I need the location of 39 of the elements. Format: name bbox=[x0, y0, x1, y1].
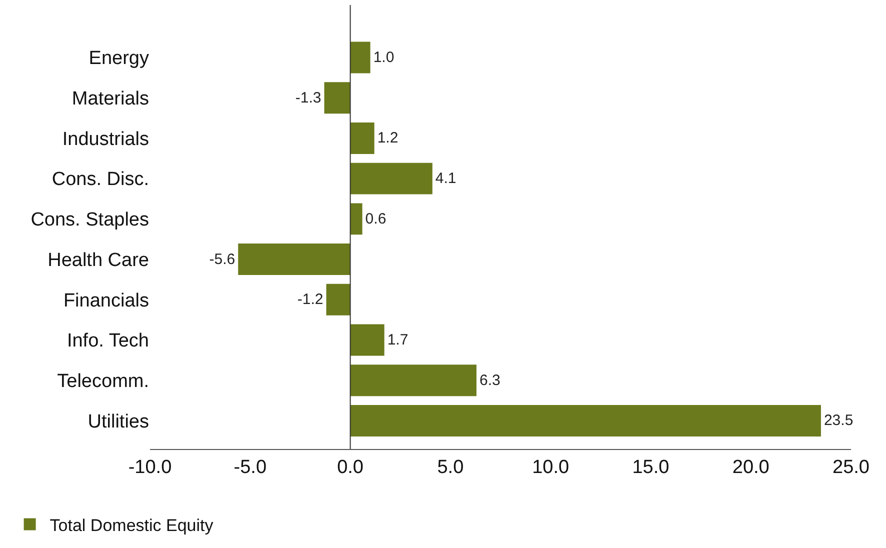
legend-label: Total Domestic Equity bbox=[50, 516, 214, 535]
bar bbox=[350, 324, 384, 356]
y-tick-label: Telecomm. bbox=[57, 371, 149, 392]
y-tick-label: Industrials bbox=[62, 128, 149, 150]
x-tick-label: 20.0 bbox=[732, 456, 770, 478]
bar bbox=[350, 364, 476, 396]
x-tick-label: 10.0 bbox=[532, 456, 570, 478]
y-tick-label: Info. Tech bbox=[66, 330, 149, 352]
data-label: 23.5 bbox=[824, 412, 854, 430]
bar bbox=[350, 122, 374, 154]
x-tick-label: -10.0 bbox=[128, 456, 172, 478]
bar bbox=[324, 82, 350, 114]
bar bbox=[350, 42, 370, 74]
y-tick-label: Cons. Staples bbox=[30, 210, 149, 231]
y-tick-label: Financials bbox=[63, 290, 149, 312]
y-tick-label: Health Care bbox=[48, 250, 149, 271]
bar bbox=[350, 162, 432, 194]
data-label: 1.7 bbox=[387, 332, 408, 349]
data-label: 1.2 bbox=[377, 130, 398, 147]
x-tick-label: 5.0 bbox=[437, 456, 464, 478]
data-label: -1.3 bbox=[295, 89, 322, 106]
bar bbox=[238, 244, 350, 276]
data-label: 0.6 bbox=[365, 210, 386, 228]
data-label: -5.6 bbox=[209, 250, 236, 268]
y-tick-label: Materials bbox=[72, 88, 149, 110]
data-label: 6.3 bbox=[479, 372, 500, 389]
bar bbox=[350, 203, 362, 235]
x-tick-label: 25.0 bbox=[832, 456, 870, 478]
bar bbox=[326, 284, 350, 316]
data-label: 1.0 bbox=[373, 48, 394, 66]
data-label: -1.2 bbox=[297, 291, 324, 308]
data-label: 4.1 bbox=[435, 170, 456, 188]
x-tick-label: -5.0 bbox=[234, 456, 267, 478]
y-tick-label: Energy bbox=[88, 48, 150, 70]
y-tick-label: Cons. Disc. bbox=[52, 169, 149, 190]
x-tick-label: 15.0 bbox=[632, 456, 670, 478]
y-tick-label: Utilities bbox=[88, 411, 149, 432]
x-tick-label: 0.0 bbox=[337, 456, 364, 478]
bar bbox=[350, 405, 821, 436]
